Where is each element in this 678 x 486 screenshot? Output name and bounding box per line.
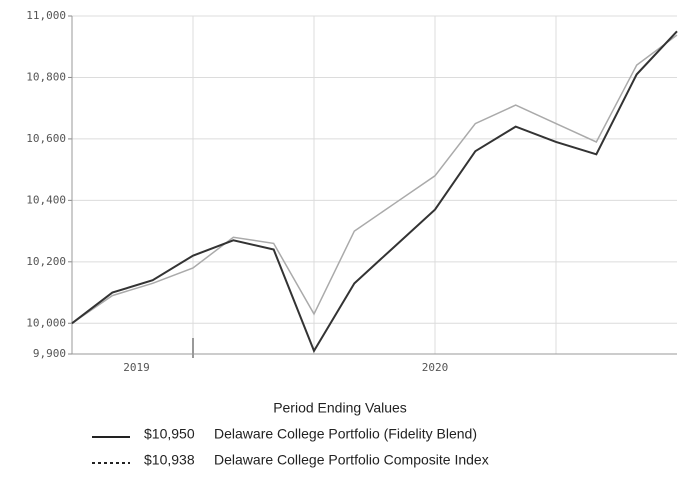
y-tick-label: 9,900	[33, 347, 66, 360]
y-tick-label: 11,000	[26, 9, 66, 22]
x-tick-label: 2020	[422, 361, 449, 374]
series-line	[71, 30, 678, 354]
y-tick-label: 10,400	[26, 193, 66, 206]
legend-title: Period Ending Values	[273, 400, 407, 416]
legend-value: $10,950	[144, 426, 195, 442]
legend-label: Delaware College Portfolio (Fidelity Ble…	[214, 426, 477, 442]
legend-value: $10,938	[144, 452, 195, 468]
y-tick-label: 10,800	[26, 70, 66, 83]
y-tick-label: 10,200	[26, 255, 66, 268]
y-tick-label: 10,600	[26, 132, 66, 145]
series-line	[71, 34, 678, 324]
legend-label: Delaware College Portfolio Composite Ind…	[214, 452, 489, 468]
y-tick-label: 10,000	[26, 316, 66, 329]
x-tick-label: 2019	[123, 361, 150, 374]
